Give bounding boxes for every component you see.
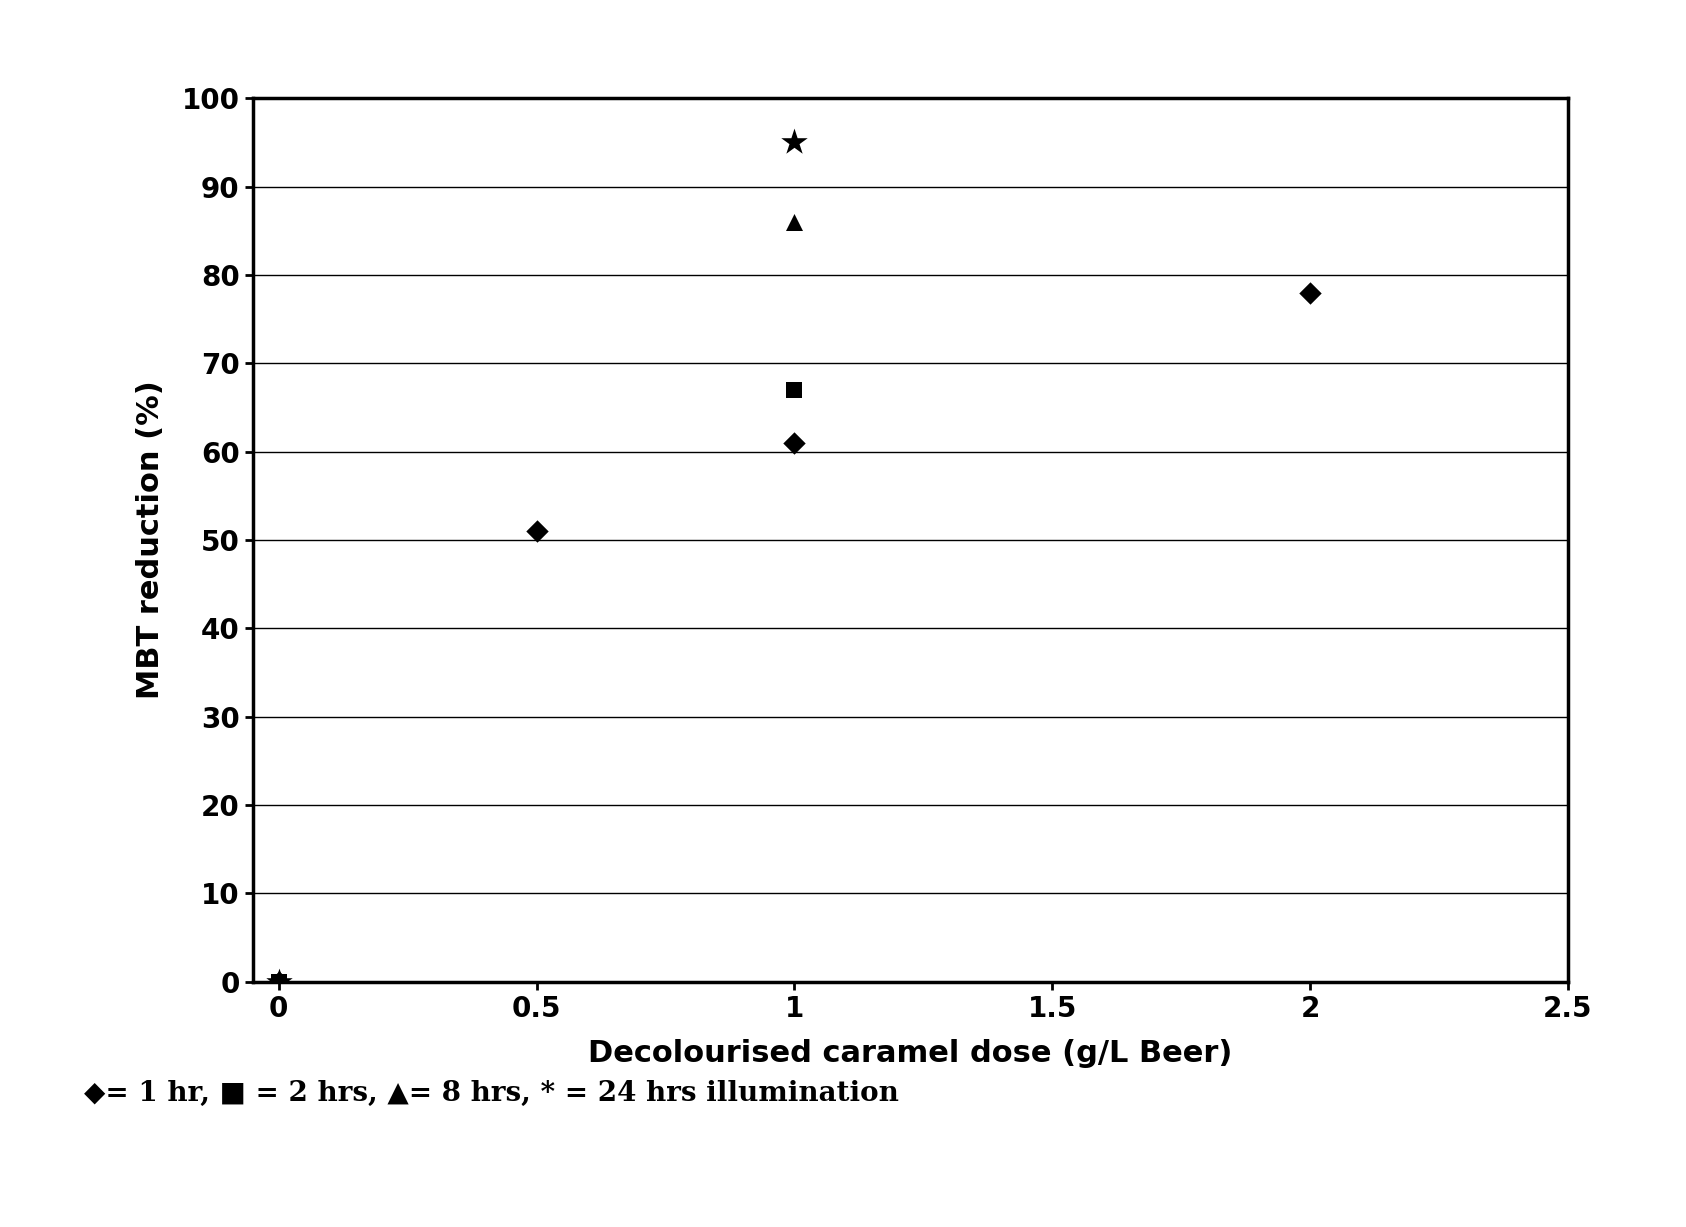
Point xyxy=(781,433,808,453)
Y-axis label: MBT reduction (%): MBT reduction (%) xyxy=(137,380,165,699)
Text: ◆= 1 hr, ■ = 2 hrs, ▲= 8 hrs, * = 24 hrs illumination: ◆= 1 hr, ■ = 2 hrs, ▲= 8 hrs, * = 24 hrs… xyxy=(84,1080,899,1107)
Point xyxy=(265,972,292,991)
X-axis label: Decolourised caramel dose (g/L Beer): Decolourised caramel dose (g/L Beer) xyxy=(588,1039,1232,1069)
Point xyxy=(1297,282,1324,302)
Point xyxy=(265,972,292,991)
Point xyxy=(781,212,808,232)
Point xyxy=(781,133,808,152)
Point xyxy=(523,521,550,541)
Point xyxy=(265,972,292,991)
Point xyxy=(781,380,808,400)
Point xyxy=(265,972,292,991)
